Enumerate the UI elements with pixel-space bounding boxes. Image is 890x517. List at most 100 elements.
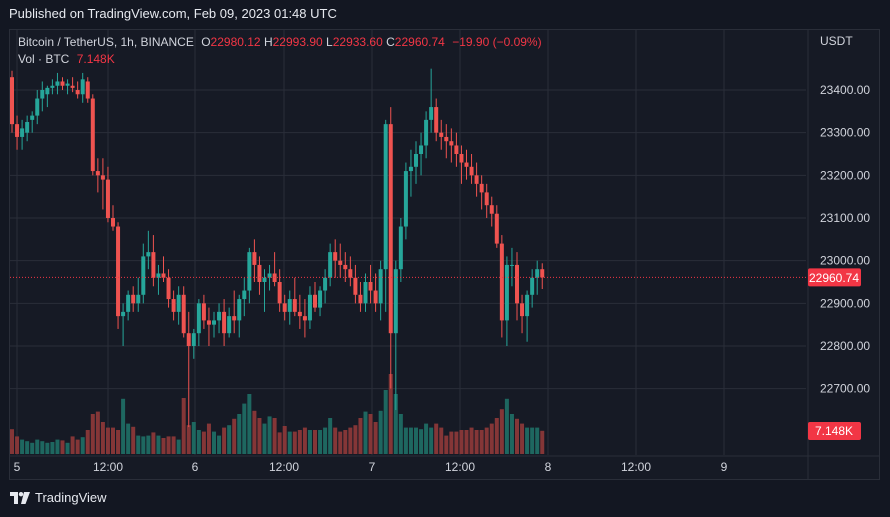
last-price-label: 22960.74 <box>809 271 859 285</box>
volume-bar <box>181 398 186 454</box>
volume-bar <box>388 374 393 454</box>
volume-bar <box>10 429 14 454</box>
candle-body <box>166 277 171 300</box>
volume-bar <box>282 426 287 454</box>
volume-bar <box>65 442 70 454</box>
candle-body <box>262 277 267 282</box>
volume-bar <box>323 427 328 454</box>
candle-body <box>509 264 514 266</box>
volume-bar <box>338 431 343 454</box>
candle-body <box>131 294 136 304</box>
volume-bar <box>35 439 40 454</box>
candle-body <box>393 269 398 334</box>
candle-body <box>520 303 525 317</box>
candle-body <box>15 124 20 137</box>
price-tick-label: 23400.00 <box>820 83 870 97</box>
volume-bar <box>424 423 429 454</box>
brand-name: TradingView <box>35 490 107 505</box>
volume-bar <box>25 441 30 454</box>
candle-body <box>287 299 292 312</box>
candle-body <box>403 171 408 227</box>
volume-bar <box>479 430 484 454</box>
candle-body <box>95 171 100 176</box>
candle-body <box>358 294 363 304</box>
volume-bar <box>146 435 151 454</box>
candle-body <box>80 79 85 95</box>
volume-bar <box>398 414 403 454</box>
candle-body <box>40 90 45 99</box>
volume-bar <box>484 427 489 454</box>
candle-body <box>60 81 65 86</box>
candle-body <box>464 162 469 167</box>
candle-body <box>373 290 378 304</box>
volume-bar <box>459 430 464 454</box>
volume-bar <box>439 427 444 454</box>
volume-bar <box>20 439 25 454</box>
volume-bar <box>358 418 363 454</box>
volume-bar <box>131 426 136 454</box>
candle-body <box>257 264 262 282</box>
candle-body <box>267 273 272 278</box>
candle-body <box>252 252 257 265</box>
candle-body <box>469 166 474 176</box>
volume-bar <box>499 409 504 454</box>
candle-body <box>307 294 312 321</box>
volume-bar <box>267 416 272 454</box>
volume-bar <box>494 418 499 454</box>
volume-bar <box>85 430 90 454</box>
candle-body <box>388 124 393 334</box>
candle-body <box>161 273 166 278</box>
volume-label: Vol · BTC <box>18 52 70 66</box>
time-tick-label: 6 <box>192 460 199 474</box>
low-label: L <box>326 35 333 49</box>
candle-body <box>515 264 519 304</box>
volume-bar <box>449 431 454 454</box>
volume-bar <box>408 427 413 454</box>
volume-bar <box>474 430 479 454</box>
candle-body <box>90 98 95 172</box>
price-tick-label: 23300.00 <box>820 126 870 140</box>
candle-body <box>151 252 156 278</box>
volume-bar <box>272 418 277 454</box>
volume-bar <box>242 403 247 454</box>
candle-body <box>196 303 201 334</box>
candle-body <box>540 269 545 278</box>
volume-bar <box>75 439 80 454</box>
candle-body <box>429 107 434 120</box>
volume-bar <box>525 427 530 454</box>
volume-bar <box>469 427 474 454</box>
volume-bar <box>454 431 459 454</box>
time-tick-label: 9 <box>721 460 728 474</box>
volume-bar <box>15 436 20 454</box>
volume-bar <box>166 436 171 454</box>
candle-body <box>424 119 429 146</box>
high-label: H <box>263 35 273 49</box>
candle-body <box>318 290 323 308</box>
tradingview-brand[interactable]: TradingView <box>10 490 107 505</box>
candle-body <box>247 252 252 291</box>
volume-bar <box>419 429 424 454</box>
volume-value: 7.148K <box>76 52 115 66</box>
volume-bar <box>252 410 257 454</box>
volume-bar <box>151 432 156 454</box>
volume-bar <box>444 435 449 454</box>
candle-body <box>242 290 247 300</box>
volume-bar <box>95 411 100 454</box>
currency-label: USDT <box>820 34 853 48</box>
volume-bar <box>328 418 333 454</box>
time-tick-label: 12:00 <box>445 460 475 474</box>
candle-body <box>50 85 55 88</box>
price-tick-label: 22900.00 <box>820 296 870 310</box>
candle-body <box>70 85 75 88</box>
candle-body <box>535 269 540 278</box>
time-tick-label: 12:00 <box>621 460 651 474</box>
volume-bar <box>313 430 317 454</box>
candle-body <box>45 87 50 95</box>
volume-bar <box>348 427 353 454</box>
candle-body <box>302 316 307 321</box>
volume-bar <box>540 430 545 454</box>
open-value: 22980.12 <box>210 35 261 49</box>
volume-bar <box>141 436 146 454</box>
candle-body <box>10 77 14 125</box>
